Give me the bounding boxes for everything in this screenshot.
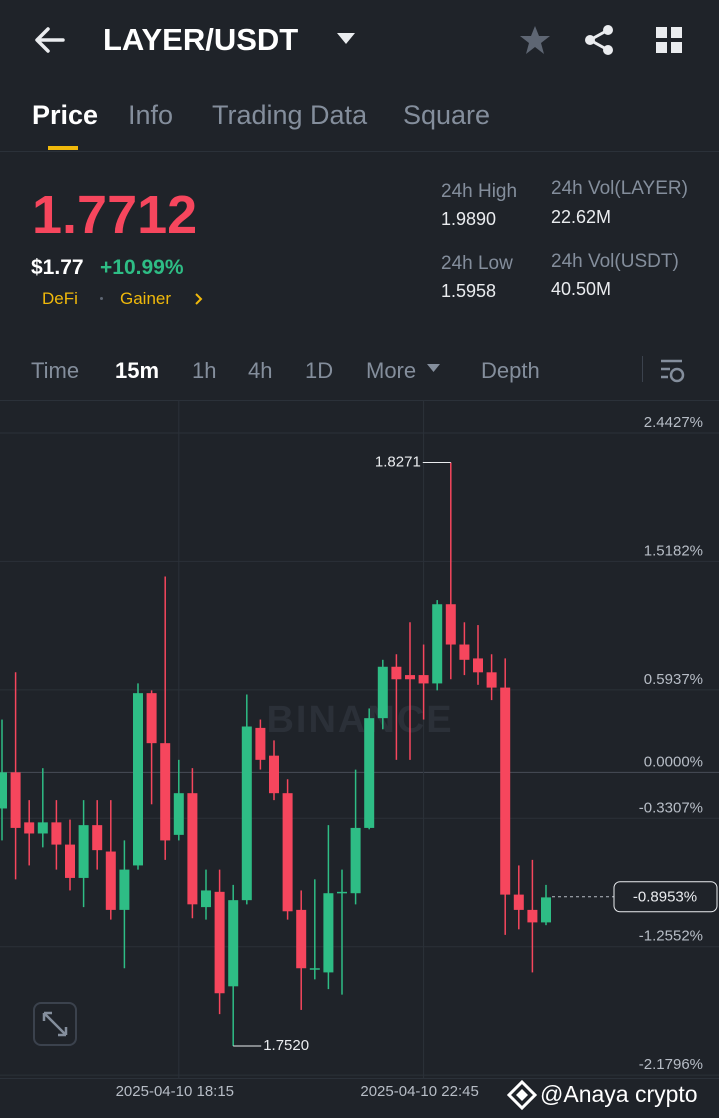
low-label: 1.7520: [263, 1037, 309, 1054]
watermark: @Anaya crypto: [540, 1081, 698, 1107]
tag[interactable]: DeFi: [42, 289, 78, 308]
candle-body: [160, 743, 171, 841]
candle-body: [296, 909, 307, 969]
usd-price: $1.77: [31, 256, 84, 279]
chevron: [195, 293, 203, 305]
candle-body: [255, 727, 266, 760]
candle-body: [432, 604, 443, 684]
interval[interactable]: Time: [31, 358, 80, 383]
last-price: 1.7712: [32, 185, 198, 245]
x-tick-label: 2025-04-10 18:15: [116, 1083, 234, 1100]
candle-body: [513, 894, 524, 910]
candle-body: [173, 793, 184, 835]
candle-body: [119, 869, 130, 910]
stat-label: 24h Low: [441, 253, 513, 274]
logo-icon: [507, 1080, 537, 1110]
candle-body: [0, 772, 7, 809]
pair-title[interactable]: LAYER/USDT: [103, 22, 299, 57]
price-change: +10.99%: [100, 256, 184, 279]
candle-body: [241, 726, 252, 901]
candle-body: [350, 827, 361, 894]
tab[interactable]: Price: [32, 100, 99, 130]
candle-body: [269, 755, 279, 794]
stat-label: 24h Vol(USDT): [551, 251, 679, 272]
y-tick-label: 0.5937%: [644, 671, 703, 688]
stat-label: 24h High: [441, 181, 518, 202]
stat-value: 1.5958: [441, 281, 497, 301]
candle-body: [146, 693, 157, 744]
candle-body: [486, 672, 497, 688]
tag[interactable]: Gainer: [120, 289, 172, 308]
stat-value: 1.9890: [441, 209, 497, 229]
candle-body: [459, 644, 470, 660]
candle-body: [391, 666, 402, 680]
candle-body: [10, 772, 21, 828]
tab[interactable]: Info: [128, 100, 174, 130]
stat-label: 24h Vol(LAYER): [551, 178, 688, 199]
expand-button[interactable]: [33, 1002, 77, 1046]
dropdown-icon[interactable]: [337, 33, 355, 45]
divider: [0, 151, 719, 152]
interval[interactable]: 1h: [192, 358, 217, 383]
stat-value: 22.62M: [551, 207, 612, 227]
tab-indicator: [48, 146, 78, 150]
y-tick-label: -1.2552%: [639, 928, 703, 945]
expand-icon: [42, 1011, 68, 1037]
last-price-box: [613, 881, 718, 913]
y-tick-label: 0.0000%: [644, 753, 703, 770]
candle-body: [418, 675, 429, 684]
interval[interactable]: 1D: [305, 358, 334, 383]
interval[interactable]: 4h: [248, 358, 273, 383]
candle-body: [187, 793, 198, 905]
candle-body: [527, 909, 538, 923]
candle-body: [282, 793, 293, 912]
interval[interactable]: 15m: [115, 358, 160, 383]
candle-body: [201, 890, 211, 908]
tab[interactable]: Square: [403, 100, 491, 130]
candle-body: [78, 825, 89, 878]
candle-body: [228, 900, 239, 987]
candle-body: [37, 822, 48, 834]
divider: [642, 356, 643, 382]
stat-value: 40.50M: [551, 279, 612, 299]
dropdown-icon[interactable]: [427, 364, 440, 373]
chart-watermark: BINANCE: [266, 699, 453, 741]
menu-icon[interactable]: [655, 26, 683, 54]
tab[interactable]: Trading Data: [212, 100, 368, 130]
candle-body: [445, 604, 456, 645]
candle-body: [337, 891, 347, 894]
y-tick-label: -0.3307%: [639, 799, 703, 816]
candle-body: [65, 844, 75, 878]
candlestick-chart: BINANCE 2.4427% 1.5182% 0.5937% 0.0000% -0.33…: [0, 400, 719, 1100]
favorite-icon[interactable]: [519, 24, 551, 56]
candle-body: [24, 822, 35, 834]
candle-body: [214, 891, 225, 994]
candle-body: [500, 687, 511, 895]
last-price-label: -0.8953%: [633, 889, 697, 906]
interval[interactable]: Depth: [481, 358, 540, 383]
y-tick-label: 2.4427%: [644, 414, 703, 431]
separator: [100, 297, 103, 300]
candle-body: [92, 825, 103, 851]
candle-body: [133, 693, 143, 866]
settings-icon[interactable]: [660, 358, 686, 384]
candle-body: [541, 897, 551, 923]
candle-body: [51, 822, 62, 845]
candle-body: [309, 968, 320, 970]
y-tick-label: 1.5182%: [644, 542, 703, 559]
candle-body: [473, 658, 483, 673]
back-button[interactable]: [33, 26, 67, 54]
share-icon[interactable]: [583, 24, 615, 56]
high-label: 1.8271: [375, 453, 421, 470]
x-tick-label: 2025-04-10 22:45: [360, 1083, 478, 1100]
candle-body: [364, 718, 375, 828]
interval[interactable]: More: [366, 358, 417, 383]
y-tick-label: -2.1796%: [639, 1056, 703, 1073]
candle-body: [105, 851, 116, 910]
candle-body: [377, 666, 388, 719]
candle-body: [405, 675, 415, 680]
candle-body: [323, 893, 334, 973]
